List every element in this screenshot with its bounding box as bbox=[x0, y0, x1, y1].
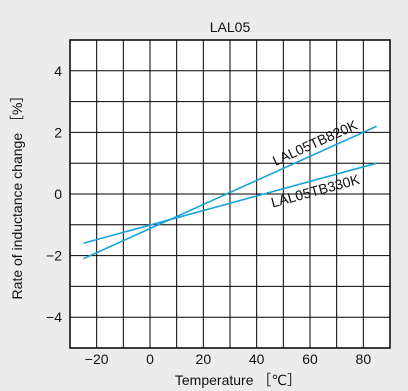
x-tick-label: 0 bbox=[146, 351, 154, 367]
y-tick-label: −2 bbox=[46, 248, 62, 264]
series-line-lal05tb820k bbox=[83, 125, 377, 260]
x-tick-label: 80 bbox=[356, 351, 372, 367]
grid bbox=[70, 40, 390, 348]
x-axis-label: Temperature ［℃］ bbox=[175, 372, 301, 388]
x-tick-label: 60 bbox=[302, 351, 318, 367]
y-tick-label: 2 bbox=[54, 124, 62, 140]
chart-title: LAL05 bbox=[210, 19, 251, 35]
series-layer bbox=[83, 125, 377, 260]
y-tick-label: −4 bbox=[46, 309, 62, 325]
y-axis-label: Rate of inductance change ［%］ bbox=[9, 89, 25, 300]
y-tick-label: 0 bbox=[54, 186, 62, 202]
x-tick-label: −20 bbox=[85, 351, 109, 367]
x-tick-label: 20 bbox=[196, 351, 212, 367]
x-tick-label: 40 bbox=[249, 351, 265, 367]
series-line-lal05tb330k bbox=[83, 162, 377, 245]
y-tick-label: 4 bbox=[54, 63, 62, 79]
